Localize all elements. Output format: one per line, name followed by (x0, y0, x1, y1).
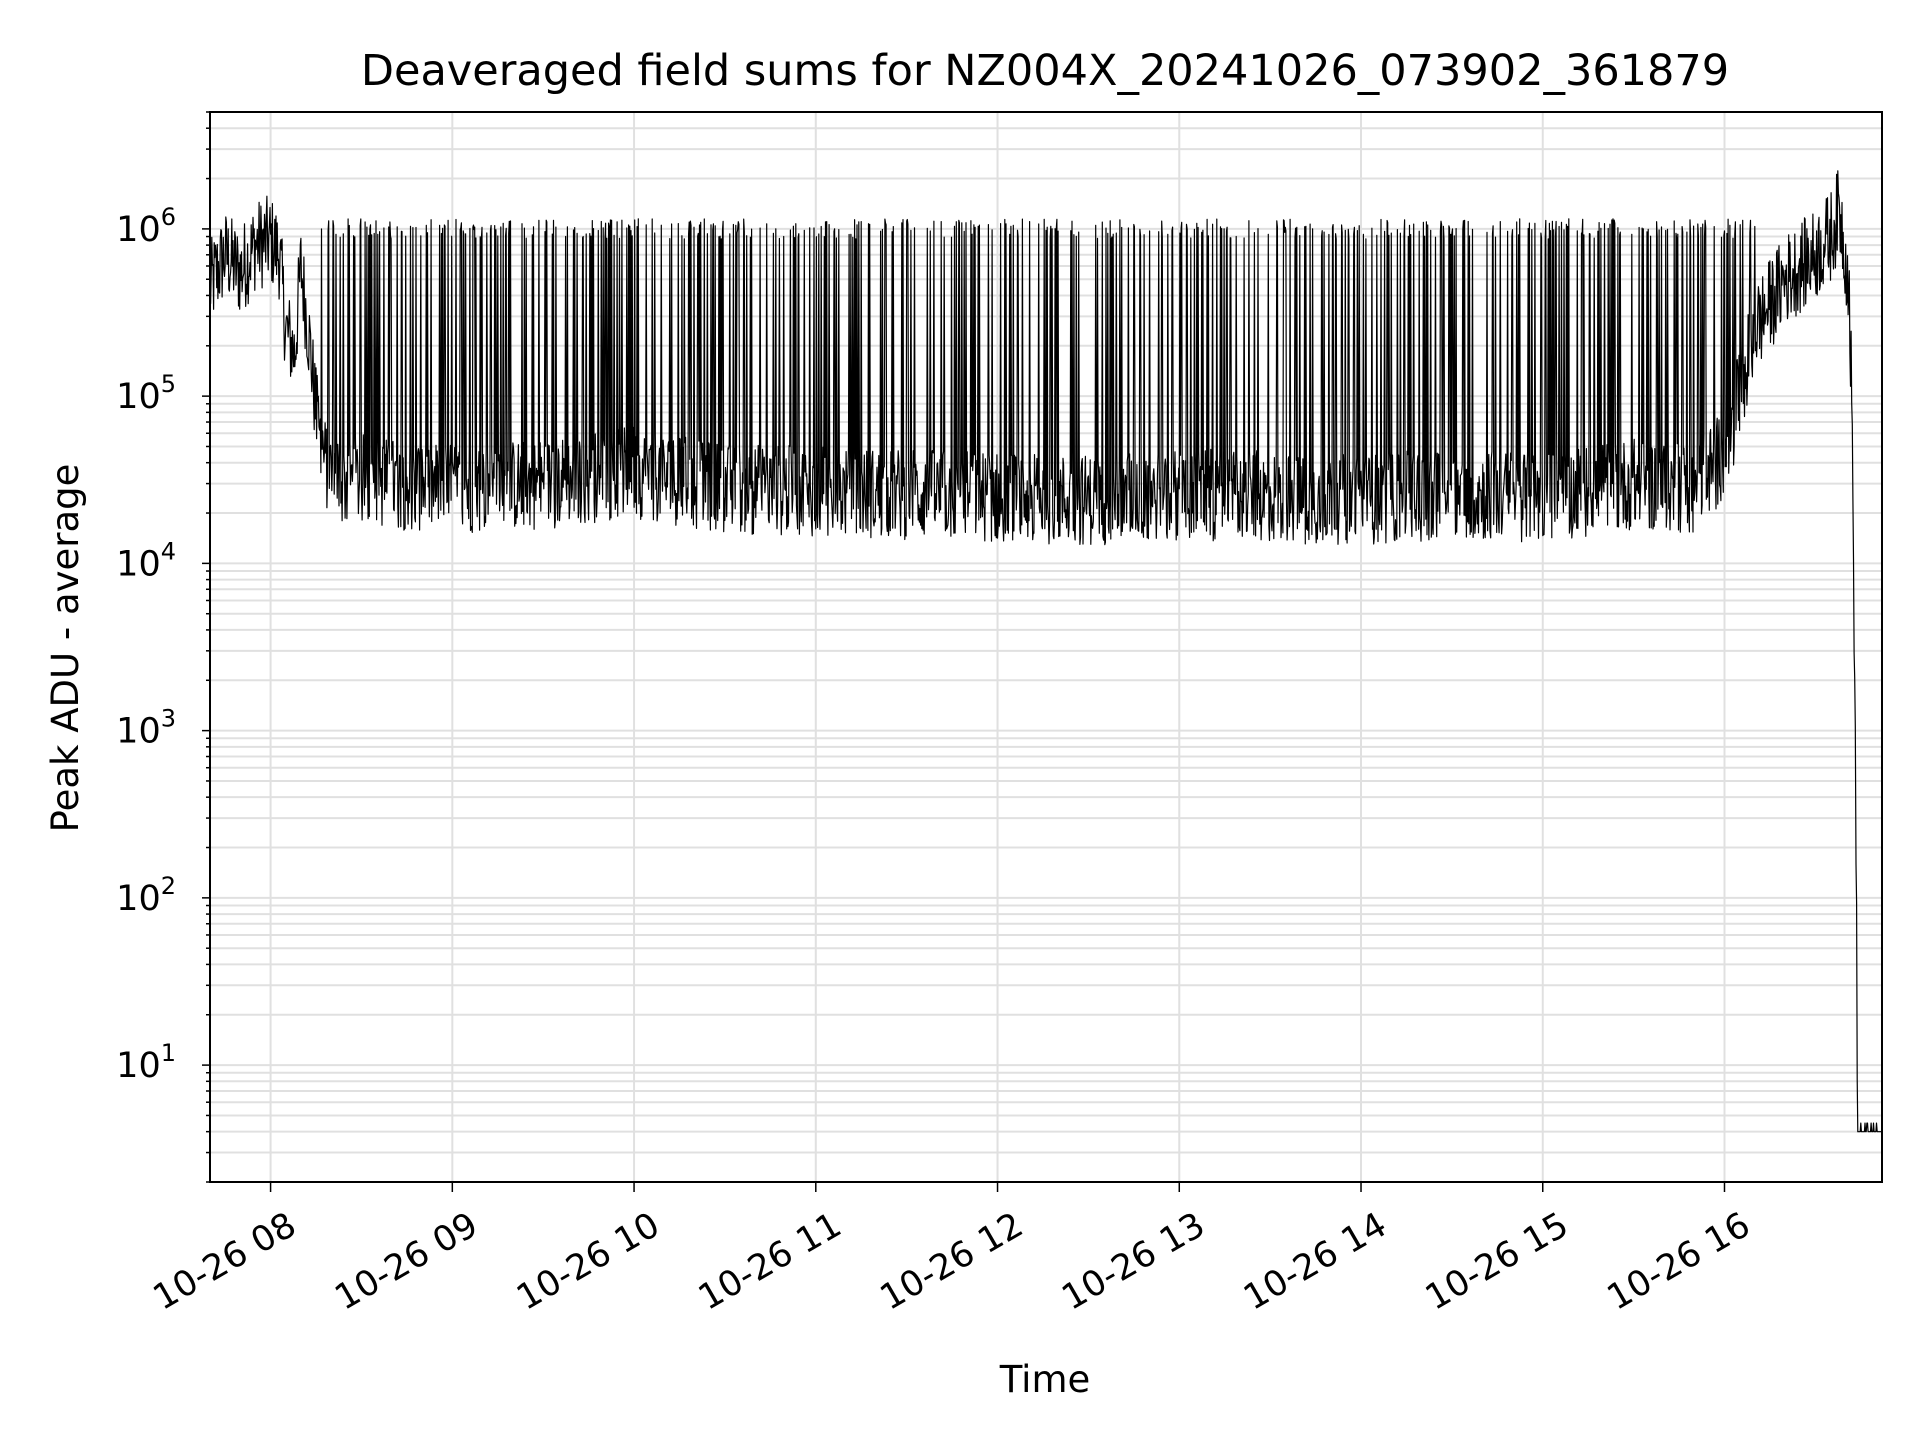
y-axis-label: Peak ADU - average (44, 464, 87, 833)
y-tick-label: 102 (116, 872, 176, 919)
y-tick-label: 104 (116, 537, 176, 584)
y-axis: 101 102 103 104 105 106 (116, 111, 210, 1183)
y-tick-label: 103 (116, 705, 176, 752)
y-tick-label: 101 (116, 1039, 176, 1086)
x-axis-label: Time (999, 1358, 1091, 1401)
chart-title: Deaveraged field sums for NZ004X_2024102… (361, 46, 1729, 96)
series-line (209, 170, 1882, 1133)
y-tick-label: 106 (116, 203, 176, 250)
plot-line (209, 170, 1882, 1133)
plot-frame (209, 111, 1883, 1183)
y-tick-label: 105 (116, 370, 176, 417)
